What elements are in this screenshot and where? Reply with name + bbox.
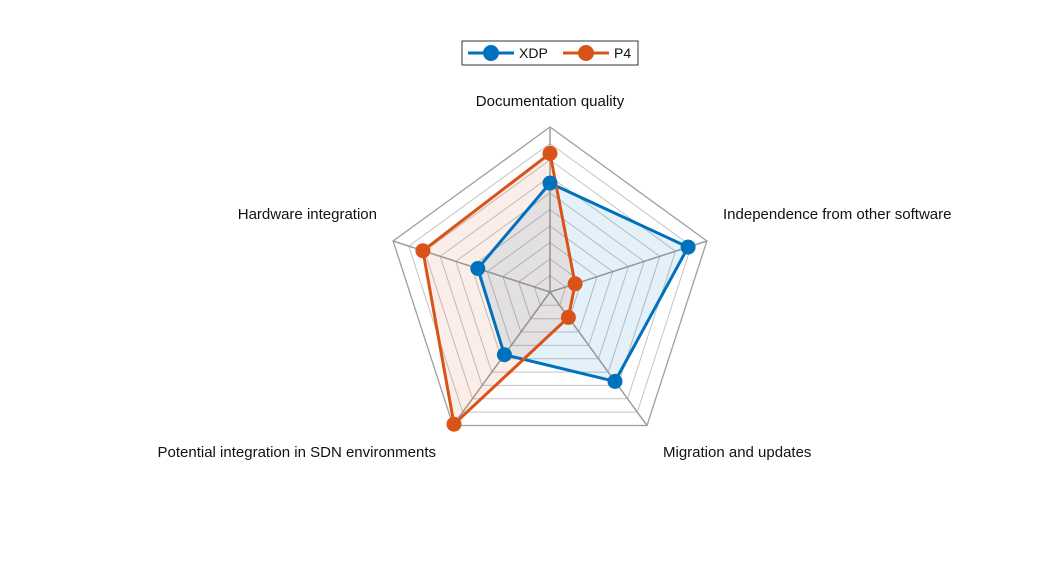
grid-ring-9 — [408, 142, 692, 413]
grid-ring-3 — [502, 241, 598, 333]
data-point-xdp-2 — [680, 239, 696, 255]
data-point-p4-4 — [446, 416, 462, 432]
legend-marker-p4 — [578, 45, 594, 61]
axis-label-sdn-integration: Potential integration in SDN environment… — [158, 444, 436, 461]
axis-label-documentation-quality: Documentation quality — [476, 93, 625, 110]
axis-label-independence: Independence from other software — [723, 206, 951, 223]
data-point-xdp-1 — [542, 175, 558, 191]
grid-ring-10 — [392, 126, 708, 427]
grid-ring-7 — [439, 175, 661, 386]
data-point-p4-2 — [567, 276, 583, 292]
data-point-xdp-3 — [607, 373, 623, 389]
data-point-p4-3 — [560, 309, 576, 325]
data-point-p4-1 — [542, 145, 558, 161]
data-point-xdp-5 — [470, 261, 486, 276]
axis-label-migration: Migration and updates — [663, 444, 811, 461]
legend: XDP P4 — [461, 40, 639, 66]
data-point-p4-5 — [415, 243, 431, 259]
data-point-xdp-4 — [496, 347, 512, 363]
legend-label-p4: P4 — [614, 45, 631, 61]
series-fill-xdp — [477, 183, 689, 382]
grid-ring-8 — [423, 159, 677, 400]
series-fill-p4 — [422, 153, 576, 425]
grid-ring-4 — [486, 225, 614, 346]
series-fills — [422, 153, 689, 425]
legend-label-xdp: XDP — [519, 45, 548, 61]
series-line-xdp — [476, 181, 690, 383]
grid-ring-6 — [455, 192, 645, 373]
axis-label-hardware-integration: Hardware integration — [238, 206, 377, 223]
series-line-p4 — [421, 151, 577, 426]
axis-labels: Documentation quality Independence from … — [158, 93, 952, 461]
series-points — [415, 145, 696, 432]
series-lines — [421, 151, 690, 426]
grid-ring-1 — [533, 274, 567, 306]
grid-ring-5 — [470, 208, 630, 360]
legend-marker-xdp — [483, 45, 499, 61]
